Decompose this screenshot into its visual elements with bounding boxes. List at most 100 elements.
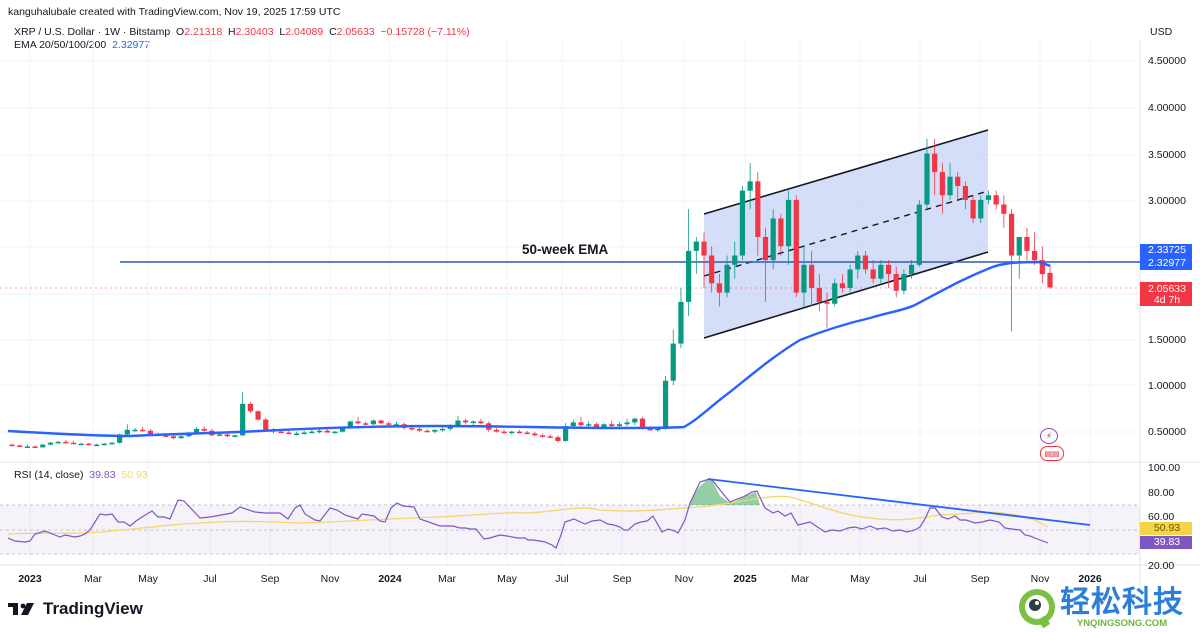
candle-body (55, 441, 61, 444)
rsi-value-tag: 39.83 (1153, 536, 1181, 548)
candle-body (647, 428, 653, 431)
time-tick: Mar (437, 573, 457, 585)
ema-legend-value: 2.32977 (112, 39, 151, 51)
price-tick: 3.00000 (1148, 195, 1186, 207)
candle-body (1001, 204, 1007, 214)
us-flag-event-icon[interactable]: ▤▤ (1040, 446, 1064, 461)
candle-body (801, 264, 807, 293)
time-tick: Jul (913, 573, 927, 585)
candle-body (1039, 260, 1045, 275)
price-tick: 1.00000 (1148, 380, 1186, 392)
candle-body (724, 264, 730, 293)
rsi-tick: 80.00 (1148, 487, 1175, 499)
channel-lower-line (703, 251, 989, 339)
candle-body (140, 429, 146, 432)
candle-body (378, 420, 384, 424)
candle-body (347, 421, 353, 428)
close-label: C (329, 26, 337, 38)
candle-body (70, 442, 77, 445)
candle-body (947, 176, 953, 196)
symbol-label[interactable]: XRP / U.S. Dollar · 1W · Bitstamp (14, 26, 171, 38)
candle-body (770, 218, 776, 261)
candle-body (686, 250, 692, 302)
rsi-trendline (707, 478, 1091, 526)
candle-body (901, 274, 907, 291)
rsi-tag-bg-1 (1140, 522, 1192, 535)
candle-body (893, 274, 899, 291)
candle-body (63, 441, 69, 444)
candle-body (78, 443, 84, 446)
time-tick: Nov (320, 573, 340, 585)
candle-body (224, 434, 230, 437)
tradingview-logo[interactable]: TradingView (8, 599, 143, 619)
currency-label[interactable]: USD (1150, 26, 1173, 38)
candle-body (532, 433, 538, 436)
candle-body (255, 411, 261, 420)
candle-body (470, 421, 476, 423)
candle-body (670, 343, 676, 381)
rsi-tick: 100.00 (1148, 462, 1181, 474)
last-price-tag: 2.05633 (1148, 283, 1186, 295)
ema-legend-label[interactable]: EMA 20/50/100/200 (14, 39, 107, 51)
high-value: 2.30403 (235, 26, 274, 38)
rsi-ma-line (7, 495, 1049, 535)
candle-body (201, 428, 207, 431)
candle-body (909, 264, 915, 275)
candle-body (439, 428, 446, 431)
time-tick: May (138, 573, 158, 585)
candle-body (409, 427, 415, 430)
candle-body (855, 255, 861, 270)
tradingview-logo-icon (8, 603, 34, 615)
candle-body (324, 430, 330, 433)
candle-body (86, 443, 92, 446)
rsi-tick: 60.00 (1148, 511, 1175, 523)
candlesticks (9, 138, 1053, 448)
candle-body (624, 422, 630, 425)
candle-body (1032, 250, 1038, 261)
candle-body (793, 199, 799, 293)
price-legend: XRP / U.S. Dollar · 1W · Bitstamp O2.213… (14, 26, 470, 52)
ema-value-tag: 2.32977 (1148, 257, 1186, 269)
tag-bg-2 (1140, 257, 1192, 270)
price-tick: 1.50000 (1148, 334, 1186, 346)
candle-body (870, 269, 876, 279)
rsi-line (7, 478, 1049, 549)
candle-body (124, 429, 130, 435)
time-tick: Jul (203, 573, 217, 585)
time-tick: 2026 (1078, 573, 1102, 585)
candle-body (47, 442, 54, 445)
candle-body (1016, 236, 1022, 256)
candle-body (632, 418, 638, 423)
watermark-en: YNQINGSONG.COM (1076, 618, 1168, 629)
candle-body (862, 255, 869, 270)
rsi-tick: 20.00 (1148, 560, 1175, 572)
candle-body (709, 255, 715, 284)
candle-body (524, 432, 530, 435)
candle-body (755, 181, 761, 237)
candle-body (363, 423, 369, 425)
time-tick: Nov (1030, 573, 1050, 585)
candle-body (609, 424, 615, 427)
candle-body (424, 430, 430, 433)
candle-body (193, 428, 200, 434)
rsi-band (0, 505, 1140, 554)
candle-body (847, 269, 853, 288)
candle-body (455, 420, 461, 426)
time-tick: Sep (970, 573, 990, 585)
chart-credit: kanguhalubale created with TradingView.c… (8, 6, 341, 18)
rsi-label[interactable]: RSI (14, close) (14, 469, 84, 481)
candle-body (332, 431, 338, 434)
candle-body (478, 421, 484, 424)
open-value: 2.21318 (184, 26, 223, 38)
candle-body (501, 431, 507, 434)
candle-body (539, 435, 546, 437)
time-tick: 2023 (18, 573, 42, 585)
rsi-ma-tag: 50.93 (1153, 522, 1181, 534)
candle-body (924, 153, 930, 205)
time-tick: Nov (674, 573, 694, 585)
candle-body (978, 199, 984, 219)
time-tick: May (850, 573, 870, 585)
candle-body (616, 424, 623, 427)
event-icon[interactable]: ⚡ (1040, 428, 1058, 444)
